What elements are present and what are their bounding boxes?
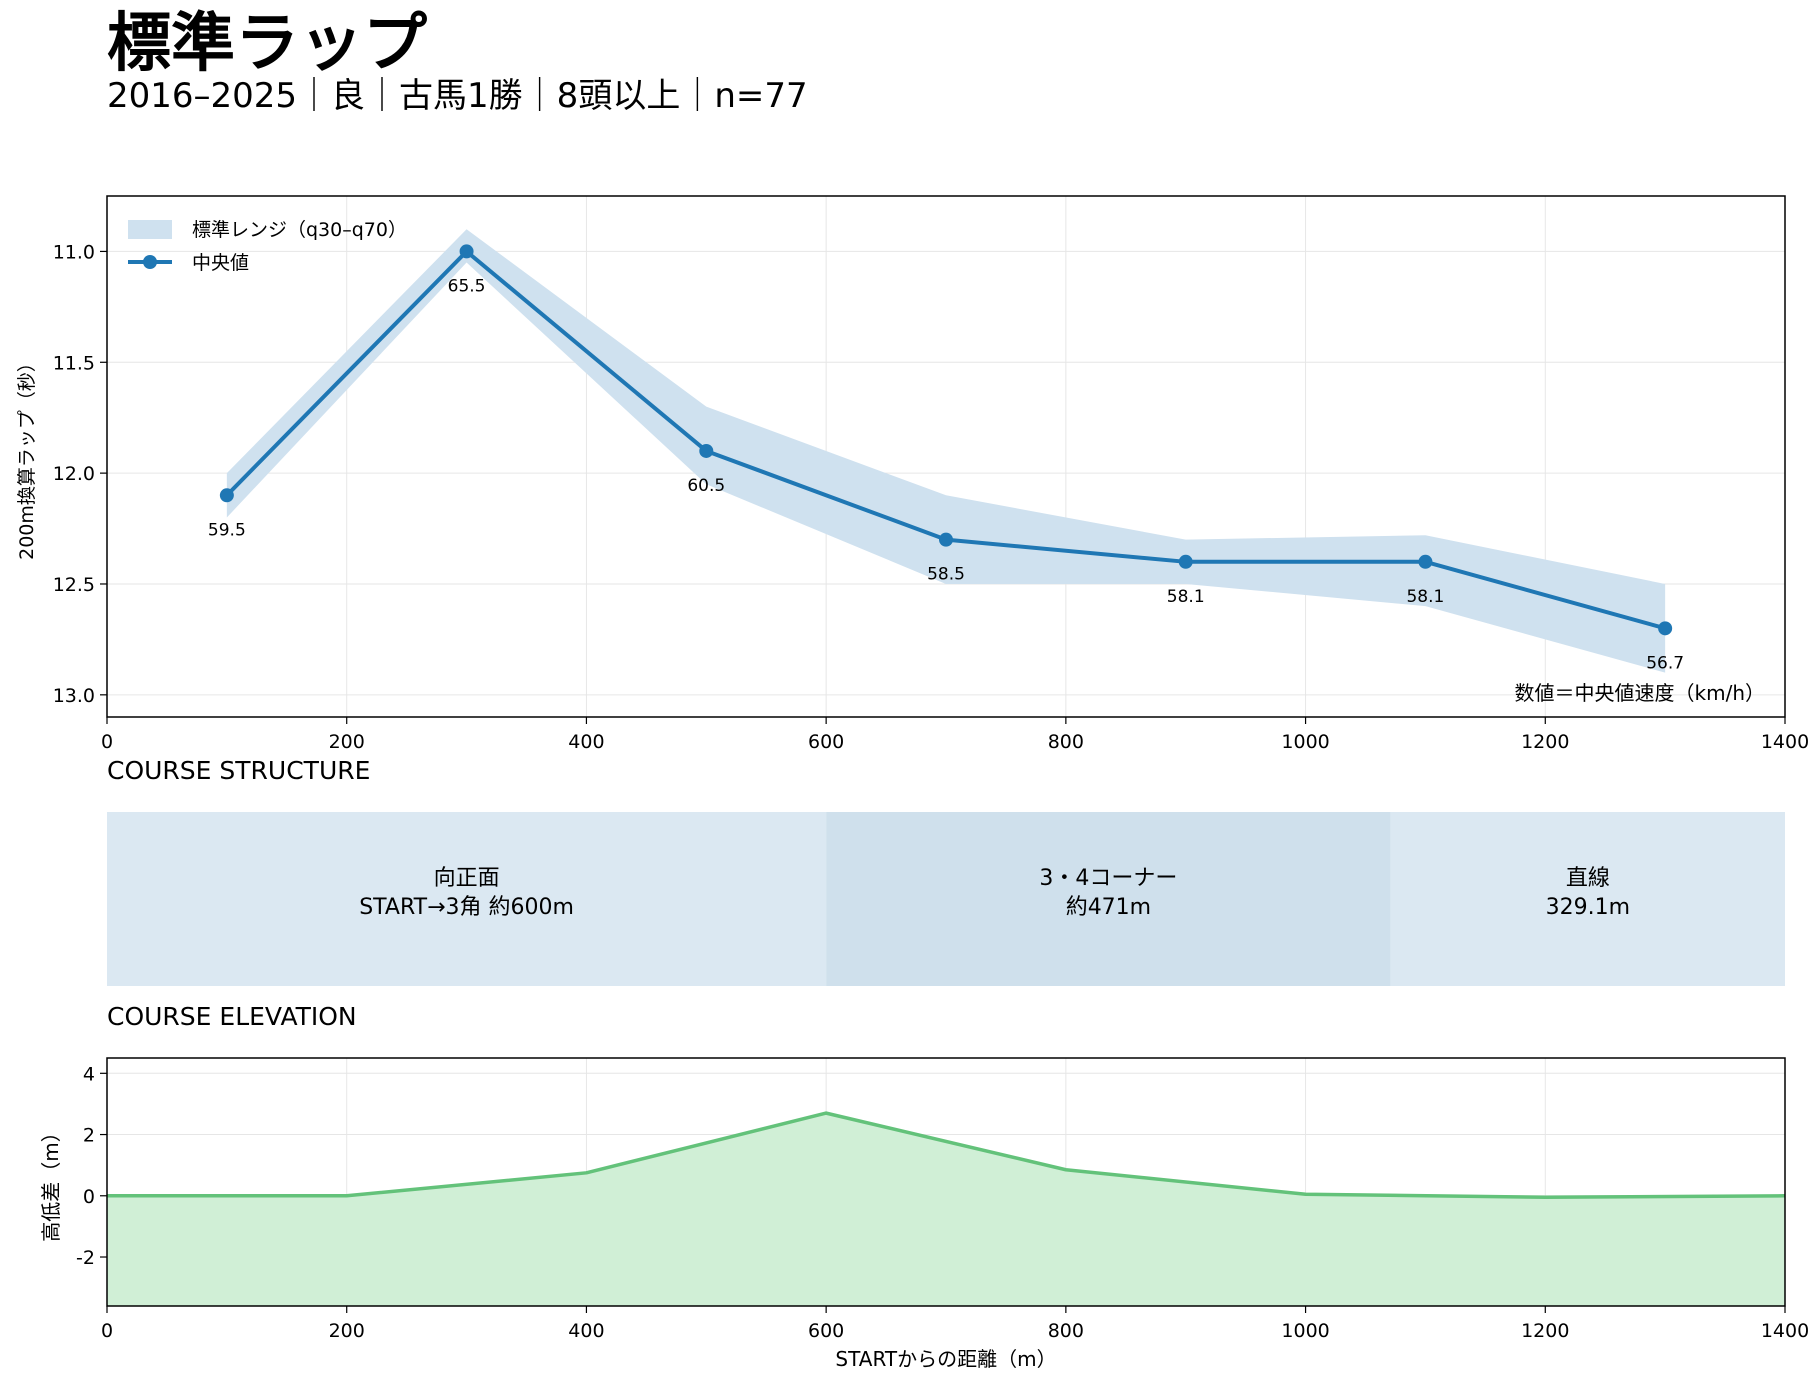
x-tick-label: 1200: [1521, 731, 1569, 753]
segment-length: 329.1m: [1546, 895, 1630, 920]
y-tick-label: 12.0: [53, 463, 95, 485]
x-tick-label: 800: [1048, 731, 1084, 753]
median-point: [459, 244, 474, 259]
y-tick-label: 4: [83, 1063, 95, 1085]
course-segment: [107, 812, 827, 986]
chart-annotation: 数値＝中央値速度（km/h）: [1515, 681, 1765, 705]
course-elevation-title: COURSE ELEVATION: [107, 1002, 357, 1031]
y-axis-label: 200m換算ラップ（秒）: [16, 353, 38, 560]
median-point: [1178, 554, 1193, 569]
median-point: [1418, 554, 1433, 569]
page-title: 標準ラップ: [107, 7, 427, 81]
y-tick-label: 11.5: [53, 352, 95, 374]
y-tick-label: 0: [83, 1186, 95, 1208]
point-label: 56.7: [1646, 653, 1684, 673]
lap-chart: 59.5 65.5 60.5 58.5 58.1 58.1 56.7 0 200 400 600 80…: [16, 195, 1809, 753]
y-tick-label: 12.5: [53, 574, 95, 596]
course-segment: [1390, 812, 1785, 986]
x-tick-label: 0: [101, 1320, 113, 1342]
x-tick-label: 200: [329, 731, 365, 753]
segment-name: 向正面: [434, 866, 500, 891]
point-label: 58.5: [927, 565, 965, 585]
page-subtitle: 2016–2025｜良｜古馬1勝｜8頭以上｜n=77: [107, 76, 808, 116]
y-tick-label: 2: [83, 1125, 95, 1147]
x-tick-label: 1400: [1761, 1320, 1809, 1342]
y-tick-label: 11.0: [53, 241, 95, 263]
elevation-area: [107, 1113, 1785, 1306]
plot-frame: [106, 195, 1786, 718]
legend-line-marker: [143, 255, 157, 269]
x-tick-label: 600: [808, 1320, 844, 1342]
segment-name: 3・4コーナー: [1039, 866, 1177, 891]
plot-frame: [106, 1057, 1786, 1307]
segment-length: START→3角 約600m: [359, 895, 574, 920]
x-axis-label: STARTからの距離（m）: [835, 1347, 1056, 1371]
segment-length: 約471m: [1066, 895, 1151, 920]
x-tick-label: 200: [329, 1320, 365, 1342]
x-tick-label: 1000: [1281, 1320, 1329, 1342]
x-tick-label: 600: [808, 731, 844, 753]
point-label: 58.1: [1406, 587, 1444, 607]
y-tick-label: 13.0: [53, 685, 95, 707]
point-label: 59.5: [208, 520, 246, 540]
elevation-line: [107, 1111, 1786, 1200]
legend-line-label: 中央値: [192, 252, 249, 274]
x-tick-label: 1000: [1281, 731, 1329, 753]
y-axis-label: 高低差（m）: [39, 1122, 63, 1241]
point-label: 58.1: [1167, 587, 1205, 607]
x-tick-label: 400: [568, 1320, 604, 1342]
median-point: [219, 488, 234, 503]
median-point: [1658, 621, 1673, 636]
elevation-chart: 0 200 400 600 800 1000 1200 1400 4 2 0 -2 STARTからの距離…: [39, 1057, 1809, 1371]
y-tick-label: -2: [76, 1247, 95, 1269]
point-label: 60.5: [687, 476, 725, 496]
course-segment: [826, 812, 1391, 986]
course-structure-title: COURSE STRUCTURE: [107, 756, 371, 785]
range-band: [226, 229, 1666, 673]
x-tick-label: 400: [568, 731, 604, 753]
x-tick-label: 0: [101, 731, 113, 753]
x-tick-label: 1400: [1761, 731, 1809, 753]
point-label: 65.5: [448, 276, 486, 296]
median-point: [699, 443, 714, 458]
legend-band-label: 標準レンジ（q30–q70）: [192, 219, 407, 241]
x-tick-label: 1200: [1521, 1320, 1569, 1342]
median-point: [939, 532, 953, 547]
x-tick-label: 800: [1048, 1320, 1084, 1342]
legend-band-swatch: [128, 220, 172, 239]
segment-name: 直線: [1566, 866, 1610, 891]
